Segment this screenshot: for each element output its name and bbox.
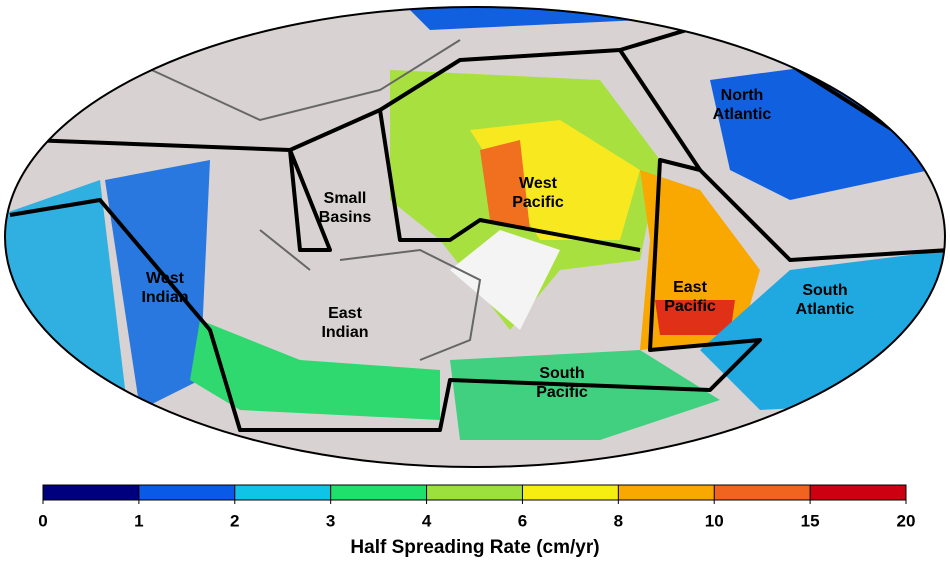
ocean-age-patch xyxy=(5,180,130,430)
region-labels: North Atlantic West Pacific Small Basins West I… xyxy=(141,87,854,401)
colorbar-tick-label: 6 xyxy=(518,511,527,530)
region-label: Atlantic xyxy=(796,301,855,318)
ocean-age-patch xyxy=(105,160,210,410)
region-label: North xyxy=(721,87,764,104)
colorbar-segment xyxy=(618,485,715,500)
colorbar-tick-label: 20 xyxy=(897,511,916,530)
coastline xyxy=(129,39,482,361)
globe-outline xyxy=(4,6,946,468)
region-label: Small xyxy=(324,190,367,207)
colorbar-segment xyxy=(714,485,811,500)
colorbar-tick-label: 3 xyxy=(326,511,335,530)
colorbar-segment xyxy=(522,485,619,500)
region-label: East xyxy=(673,279,707,296)
colorbar-tick-label: 4 xyxy=(422,511,432,530)
region-label: Indian xyxy=(141,289,188,306)
colorbar-segment xyxy=(426,485,523,500)
colorbar-segment xyxy=(810,485,906,500)
region-label: Atlantic xyxy=(713,106,772,123)
colorbar-segment xyxy=(330,485,427,500)
region-label: Pacific xyxy=(536,384,588,401)
region-label: Basins xyxy=(319,209,372,226)
plate-boundary xyxy=(9,48,762,432)
colorbar-tick-label: 1 xyxy=(134,511,143,530)
ocean-age-patch xyxy=(480,140,530,230)
region-label: South xyxy=(802,282,847,299)
region-label: West xyxy=(146,270,185,287)
colorbar-tick-label: 2 xyxy=(230,511,239,530)
colorbar-segment xyxy=(43,485,139,500)
plate-boundary xyxy=(378,109,641,252)
colorbar: 0 1 2 3 4 6 8 10 15 20 Half Spreading Rate (cm/yr) xyxy=(38,484,916,558)
ocean-age-patch xyxy=(655,300,735,335)
colorbar-tick-label: 0 xyxy=(38,511,47,530)
colorbar-tick-label: 15 xyxy=(801,511,820,530)
colorbar-tick-label: 8 xyxy=(614,511,623,530)
colorbar-segment xyxy=(234,485,331,500)
ocean-age-patch xyxy=(190,320,440,420)
ocean-age-patch xyxy=(450,350,720,440)
colorbar-title: Half Spreading Rate (cm/yr) xyxy=(350,537,599,558)
region-label: Indian xyxy=(321,324,368,341)
region-label: Pacific xyxy=(512,194,564,211)
plate-boundary xyxy=(698,168,945,262)
colorbar-tick-label: 10 xyxy=(705,511,724,530)
map-body xyxy=(5,7,945,467)
region-label: South xyxy=(539,365,584,382)
colorbar-segment xyxy=(138,485,235,500)
region-label: West xyxy=(519,175,558,192)
region-label: Pacific xyxy=(664,298,716,315)
no-data xyxy=(450,230,560,330)
region-label: East xyxy=(328,305,362,322)
